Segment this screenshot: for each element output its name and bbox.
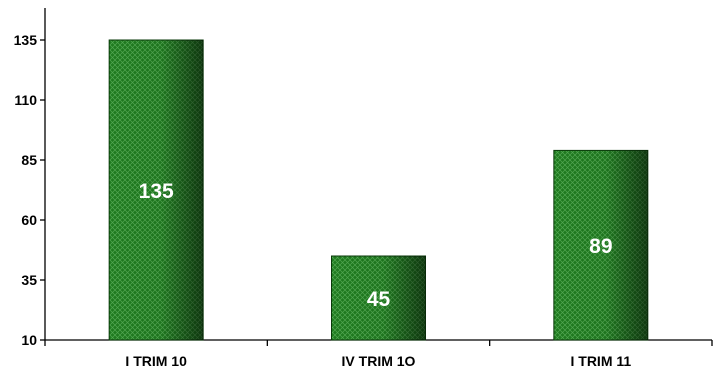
y-tick-label: 110 [14,92,37,108]
y-tick-label: 85 [21,152,37,168]
x-category-label: I TRIM 11 [570,353,631,369]
bar-shade [109,40,204,340]
y-tick-label: 60 [21,212,37,228]
bar-shade [331,256,426,340]
x-category-label: I TRIM 10 [125,353,187,369]
bar-shade [553,150,648,340]
data-labels: 135 I TRIM 10 45 IV TRIM 1O 89 I TRIM 11 [125,180,631,369]
bar-value-label: 89 [589,235,612,258]
y-tick-label: 135 [14,32,38,48]
bar-value-label: 45 [367,288,391,311]
y-tick-label: 10 [21,332,37,348]
bars [108,39,649,341]
y-tick-label: 35 [21,272,37,288]
x-category-label: IV TRIM 1O [342,353,416,369]
bar-value-label: 135 [139,180,174,203]
